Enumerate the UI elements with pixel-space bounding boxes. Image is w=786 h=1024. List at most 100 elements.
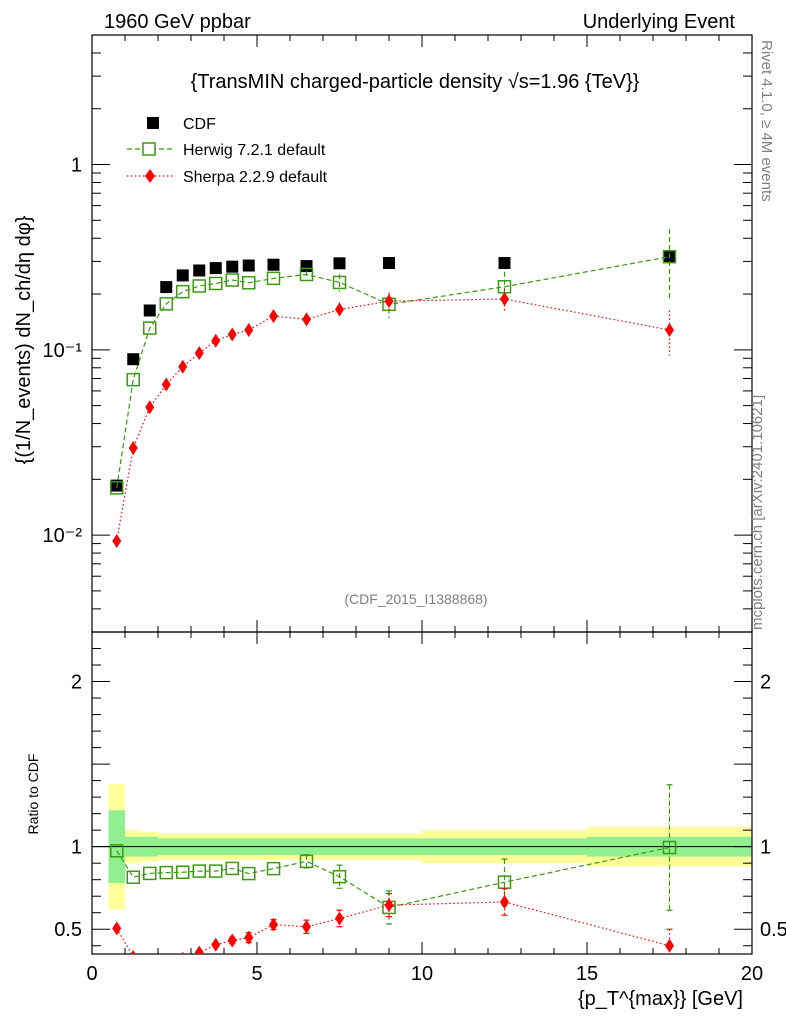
x-tick-label: 20 (741, 963, 763, 985)
main-point-filled-square (242, 259, 255, 272)
ratio-series-1 (110, 784, 677, 925)
ratio-point-filled-diamond (227, 933, 237, 948)
main-point-filled-square (127, 353, 140, 366)
main-point-filled-diamond (335, 302, 344, 317)
ratio-point-filled-diamond (130, 949, 136, 954)
x-tick-label: 10 (411, 963, 433, 985)
main-line-2 (116, 298, 670, 542)
ratio-point-filled-diamond (211, 937, 221, 952)
plot-title: {TransMIN charged-particle density √s=1.… (191, 71, 640, 93)
ratio-point-open-square (299, 854, 314, 869)
ratio-point-filled-diamond (384, 898, 394, 913)
main-series-layer (110, 229, 677, 548)
main-point-filled-diamond (227, 327, 237, 342)
mcplots-label: mcplots.cern.ch [arXiv:2401.10621] (749, 395, 766, 630)
main-line-1 (116, 256, 670, 488)
ratio-y-tick-label-right: 2 (760, 672, 771, 694)
main-point-open-square (143, 321, 157, 335)
main-point-open-square (225, 273, 239, 287)
legend-label-sherpa: Sherpa 2.2.9 default (183, 169, 328, 186)
ratio-point-filled-diamond (181, 951, 185, 954)
ratio-point-open-square (209, 864, 223, 878)
ratio-y-axis-label: Ratio to CDF (25, 754, 41, 835)
main-point-filled-square (160, 281, 173, 294)
ratio-point-open-square (497, 875, 512, 889)
main-point-filled-diamond (194, 346, 204, 361)
x-tick-label: 5 (251, 963, 262, 985)
x-axis-label: {p_T^{max}} [GeV] (578, 988, 743, 1010)
legend-label-cdf: CDF (183, 116, 216, 133)
x-tick-label: 15 (576, 963, 598, 985)
main-point-open-square (332, 275, 347, 290)
ratio-point-open-square (332, 869, 347, 884)
ratio-y-tick-label-right: 0.5 (760, 919, 786, 941)
ratio-series-layer (110, 784, 677, 970)
main-point-filled-diamond (112, 533, 122, 548)
ratio-point-filled-diamond (162, 956, 171, 970)
main-point-filled-square (176, 269, 189, 282)
main-point-open-square (662, 249, 677, 264)
main-point-open-square (299, 267, 314, 282)
axis-ticks (91, 34, 753, 954)
tick-labels: 0 5 10 15 20 10⁻² 10⁻¹ 1 0.5 0.5 1 1 2 2 (43, 155, 786, 985)
y-tick-label: 10⁻¹ (43, 340, 83, 362)
main-point-filled-square (498, 257, 511, 270)
ratio-point-open-square (176, 865, 190, 880)
main-point-filled-square (209, 262, 222, 275)
ratio-series-2 (112, 888, 674, 970)
ratio-y-tick-label: 2 (71, 672, 82, 694)
legend-label-herwig: Herwig 7.2.1 default (183, 142, 326, 159)
legend-marker-herwig (142, 142, 156, 156)
ratio-point-filled-diamond (302, 919, 311, 934)
main-point-filled-diamond (244, 322, 254, 337)
main-point-filled-diamond (500, 292, 509, 307)
ratio-y-tick-label: 0.5 (54, 919, 82, 941)
analysis-label: (CDF_2015_I1388868) (344, 591, 487, 607)
main-point-filled-diamond (161, 377, 171, 392)
ratio-y-tick-label: 1 (71, 837, 82, 859)
x-tick-label: 0 (86, 963, 97, 985)
header-right: Underlying Event (583, 11, 736, 33)
ratio-point-filled-diamond (335, 911, 344, 926)
ratio-point-open-square (159, 865, 173, 880)
main-point-filled-diamond (665, 322, 674, 337)
main-point-filled-diamond (269, 309, 278, 324)
ratio-point-open-square (266, 861, 281, 876)
main-point-open-square (176, 284, 190, 299)
main-point-filled-square (143, 304, 156, 317)
main-point-open-square (159, 297, 173, 311)
main-point-filled-square (267, 258, 280, 271)
main-point-filled-square (383, 257, 395, 270)
legend: CDF Herwig 7.2.1 default Sherpa 2.2.9 de… (127, 116, 328, 186)
ratio-plot-frame (91, 631, 753, 955)
ratio-point-open-square (662, 840, 677, 855)
ratio-point-open-square (192, 864, 206, 878)
main-point-open-square (110, 481, 124, 495)
rivet-label: Rivet 4.1.0, ≥ 4M events (758, 40, 775, 202)
main-point-filled-diamond (302, 312, 311, 327)
legend-marker-sherpa (145, 169, 155, 183)
ratio-point-filled-diamond (269, 917, 278, 932)
main-point-open-square (209, 276, 223, 291)
ratio-y-tick-label-right: 1 (760, 837, 771, 859)
legend-marker-cdf (147, 117, 159, 129)
main-point-open-square (242, 276, 256, 290)
header-left: 1960 GeV ppbar (104, 11, 251, 33)
ratio-line-1 (116, 846, 670, 909)
ratio-point-open-square (242, 866, 256, 881)
ratio-point-open-square (126, 870, 140, 884)
ratio-point-filled-diamond (145, 955, 154, 969)
main-point-filled-square (226, 260, 239, 273)
main-point-filled-square (193, 264, 206, 277)
main-point-open-square (266, 271, 281, 286)
main-point-filled-diamond (128, 441, 138, 456)
main-point-open-square (126, 372, 140, 387)
y-tick-label: 10⁻² (43, 525, 83, 547)
ratio-point-open-square (143, 866, 157, 881)
ratio-point-filled-diamond (112, 921, 122, 936)
main-y-axis-label: {(1/N_events) dN_ch/dη dφ} (13, 215, 35, 464)
ratio-point-open-square (110, 844, 124, 858)
main-point-filled-diamond (211, 333, 221, 348)
ratio-point-filled-diamond (665, 938, 674, 953)
